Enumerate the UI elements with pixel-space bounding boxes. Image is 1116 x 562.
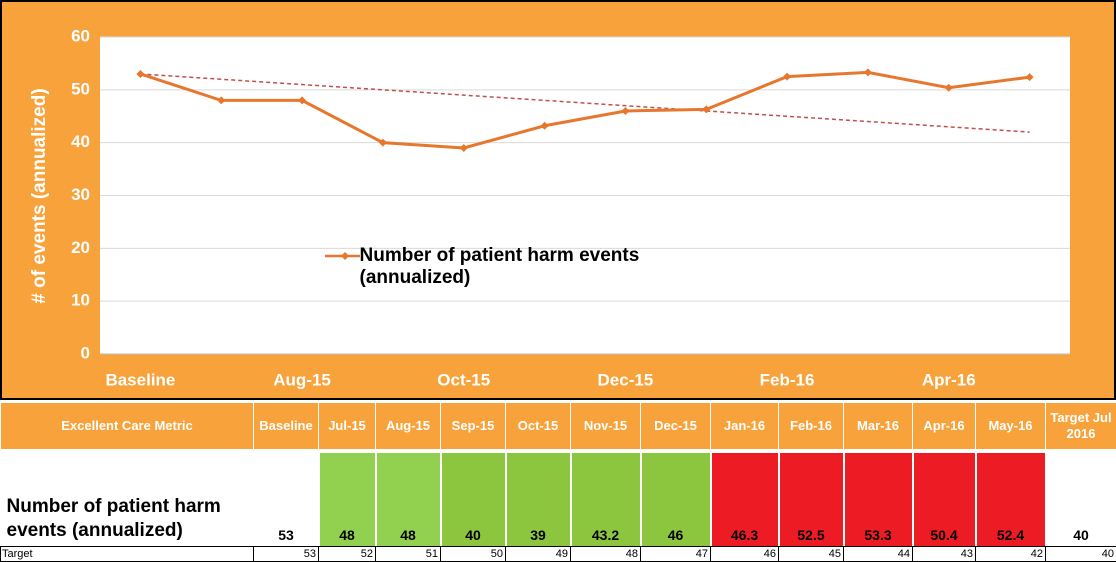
row-label: Number of patient harm events (annualize…	[1, 450, 254, 547]
value-box: 46	[642, 453, 710, 546]
x-tick-label: Dec-15	[598, 370, 654, 389]
row-label: Target	[1, 547, 254, 562]
y-tick-label: 50	[71, 79, 90, 98]
value-cell: 53.3	[844, 450, 913, 547]
value-box: 53	[255, 453, 318, 546]
value-cell: 40	[441, 450, 506, 547]
value-cell: 43.2	[571, 450, 641, 547]
header-cell: Feb-16	[779, 403, 844, 450]
x-tick-label: Baseline	[105, 370, 175, 389]
value-cell: 48	[376, 450, 441, 547]
y-tick-label: 20	[71, 238, 90, 257]
header-cell: Target Jul 2016	[1046, 403, 1116, 450]
value-cell: 46	[641, 450, 711, 547]
value-cell: 44	[844, 547, 913, 562]
value-cell: 39	[506, 450, 571, 547]
value-cell: 43	[913, 547, 976, 562]
header-cell: Mar-16	[844, 403, 913, 450]
value-cell: 52	[319, 547, 376, 562]
y-axis-label: # of events (annualized)	[29, 88, 50, 303]
x-tick-label: Feb-16	[760, 370, 815, 389]
header-cell: Aug-15	[376, 403, 441, 450]
header-cell: Dec-15	[641, 403, 711, 450]
y-tick-label: 30	[71, 185, 90, 204]
header-cell: Jul-15	[319, 403, 376, 450]
value-cell: 42	[976, 547, 1046, 562]
value-cell: 52.4	[976, 450, 1046, 547]
x-tick-label: Oct-15	[437, 370, 490, 389]
header-cell: Apr-16	[913, 403, 976, 450]
legend-label: Number of patient harm events (annualize…	[360, 245, 685, 289]
value-box: 48	[320, 453, 375, 546]
value-cell: 50.4	[913, 450, 976, 547]
header-cell: Jan-16	[711, 403, 779, 450]
y-tick-label: 10	[71, 291, 90, 310]
value-box: 50.4	[914, 453, 975, 546]
value-box: 43.2	[572, 453, 640, 546]
value-cell: 48	[319, 450, 376, 547]
value-cell: 53	[254, 547, 319, 562]
value-box: 40	[1047, 453, 1116, 546]
value-box: 48	[377, 453, 440, 546]
value-box: 53.3	[845, 453, 912, 546]
value-cell: 40	[1046, 450, 1116, 547]
value-cell: 51	[376, 547, 441, 562]
y-tick-label: 40	[71, 132, 90, 151]
header-cell: May-16	[976, 403, 1046, 450]
table-row: Number of patient harm events (annualize…	[1, 450, 1116, 547]
header-cell: Sep-15	[441, 403, 506, 450]
x-tick-label: Apr-16	[922, 370, 976, 389]
value-box: 40	[442, 453, 505, 546]
value-box: 46.3	[712, 453, 778, 546]
value-cell: 48	[571, 547, 641, 562]
x-tick-label: Aug-15	[273, 370, 331, 389]
y-tick-label: 60	[71, 26, 90, 45]
value-box: 39	[507, 453, 570, 546]
value-cell: 45	[779, 547, 844, 562]
header-cell: Baseline	[254, 403, 319, 450]
value-box: 52.4	[977, 453, 1045, 546]
legend-swatch	[325, 245, 360, 267]
header-cell: Nov-15	[571, 403, 641, 450]
value-cell: 47	[641, 547, 711, 562]
header-cell: Oct-15	[506, 403, 571, 450]
legend: Number of patient harm events (annualize…	[325, 245, 685, 289]
value-cell: 52.5	[779, 450, 844, 547]
header-cell: Excellent Care Metric	[1, 403, 254, 450]
value-cell: 46.3	[711, 450, 779, 547]
value-cell: 49	[506, 547, 571, 562]
value-box: 52.5	[780, 453, 843, 546]
value-cell: 53	[254, 450, 319, 547]
y-tick-label: 0	[81, 343, 90, 362]
value-cell: 50	[441, 547, 506, 562]
value-cell: 40	[1046, 547, 1116, 562]
value-cell: 46	[711, 547, 779, 562]
chart: # of events (annualized) 0 10 20 30 40 50 60 Ba…	[0, 0, 1116, 400]
